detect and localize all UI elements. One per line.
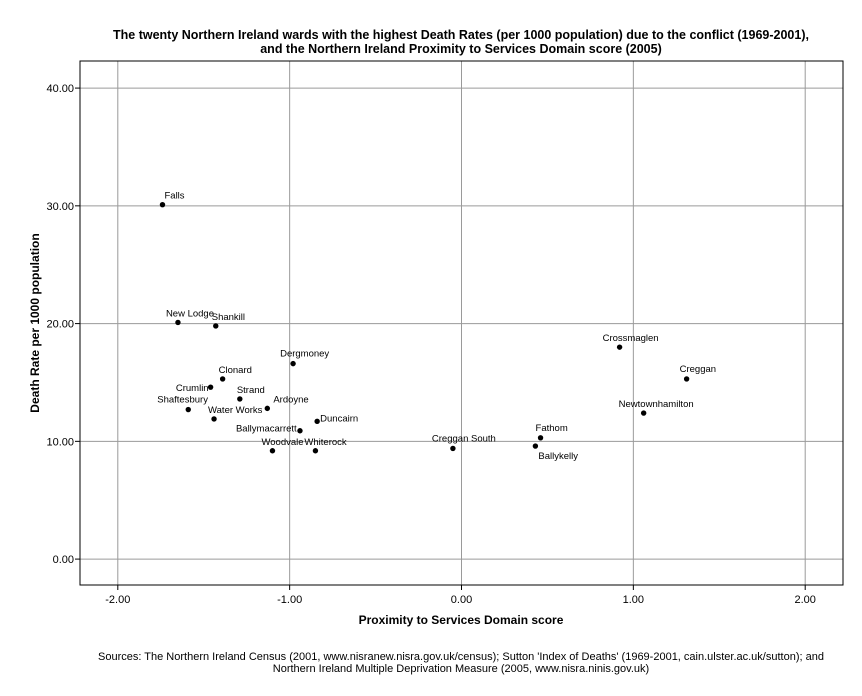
x-tick-label: 2.00 — [794, 594, 815, 606]
data-point — [297, 428, 303, 434]
x-tick-label: 0.00 — [451, 594, 472, 606]
point-label: Clonard — [219, 365, 252, 376]
point-label: Crossmaglen — [603, 333, 659, 344]
point-label: Shaftesbury — [157, 395, 208, 406]
point-label: Fathom — [536, 423, 568, 434]
y-tick-label: 10.00 — [46, 436, 74, 448]
data-point — [683, 376, 690, 382]
sources-line-1: Sources: The Northern Ireland Census (20… — [98, 651, 824, 663]
y-axis-label: Death Rate per 1000 population — [28, 233, 42, 412]
data-point — [269, 448, 276, 454]
y-tick-label: 20.00 — [46, 319, 74, 331]
point-label: Newtownhamilton — [619, 399, 694, 410]
x-tick-label: -2.00 — [105, 594, 130, 606]
axis-ticks: -2.00 -1.00 0.00 1.00 2.00 0.00 10.00 20.00 30.0… — [46, 83, 815, 606]
data-point — [312, 448, 319, 454]
sources-note: Sources: The Northern Ireland Census (20… — [60, 651, 862, 675]
point-label: Water Works — [208, 405, 263, 416]
chart-title: The twenty Northern Ireland wards with t… — [60, 28, 862, 56]
data-point — [237, 396, 243, 402]
point-label: Dergmoney — [280, 349, 329, 360]
point-label: Shankill — [212, 312, 245, 323]
data-point — [211, 416, 217, 422]
x-tick-label: 1.00 — [623, 594, 644, 606]
point-label: Ballymacarrett — [236, 424, 297, 435]
x-tick-label: -1.00 — [277, 594, 302, 606]
data-point — [537, 435, 544, 441]
point-label: Falls — [164, 191, 184, 202]
data-point — [314, 418, 320, 425]
y-tick-label: 0.00 — [53, 554, 74, 566]
point-label: Woodvale — [261, 437, 303, 448]
data-point — [213, 323, 219, 329]
x-axis-label: Proximity to Services Domain score — [359, 613, 564, 627]
point-label: Ardoyne — [273, 394, 308, 405]
data-point — [532, 443, 539, 449]
data-point — [640, 410, 647, 416]
data-point — [264, 405, 271, 412]
y-tick-label: 40.00 — [46, 83, 74, 95]
data-point — [175, 319, 181, 326]
point-label: Ballykelly — [538, 451, 578, 462]
data-point — [450, 445, 456, 452]
grid-lines — [80, 61, 843, 585]
point-label: Whiterock — [304, 437, 346, 448]
data-point — [159, 201, 166, 208]
data-point — [616, 344, 623, 350]
data-point — [207, 384, 214, 390]
point-label: Crumlin — [176, 383, 209, 394]
data-point — [290, 360, 296, 367]
data-point — [185, 406, 191, 413]
point-label: Duncairn — [320, 413, 358, 424]
y-tick-label: 30.00 — [46, 201, 74, 213]
chart-title-line-1: The twenty Northern Ireland wards with t… — [113, 28, 809, 42]
point-label: Creggan — [680, 364, 716, 375]
data-point — [219, 376, 226, 382]
point-label: New Lodge — [166, 308, 214, 319]
sources-line-2: Northern Ireland Multiple Deprivation Me… — [272, 663, 650, 675]
chart-title-line-2: and the Northern Ireland Proximity to Se… — [260, 42, 662, 56]
point-label: Strand — [237, 385, 265, 396]
point-label: Creggan South — [432, 433, 496, 444]
